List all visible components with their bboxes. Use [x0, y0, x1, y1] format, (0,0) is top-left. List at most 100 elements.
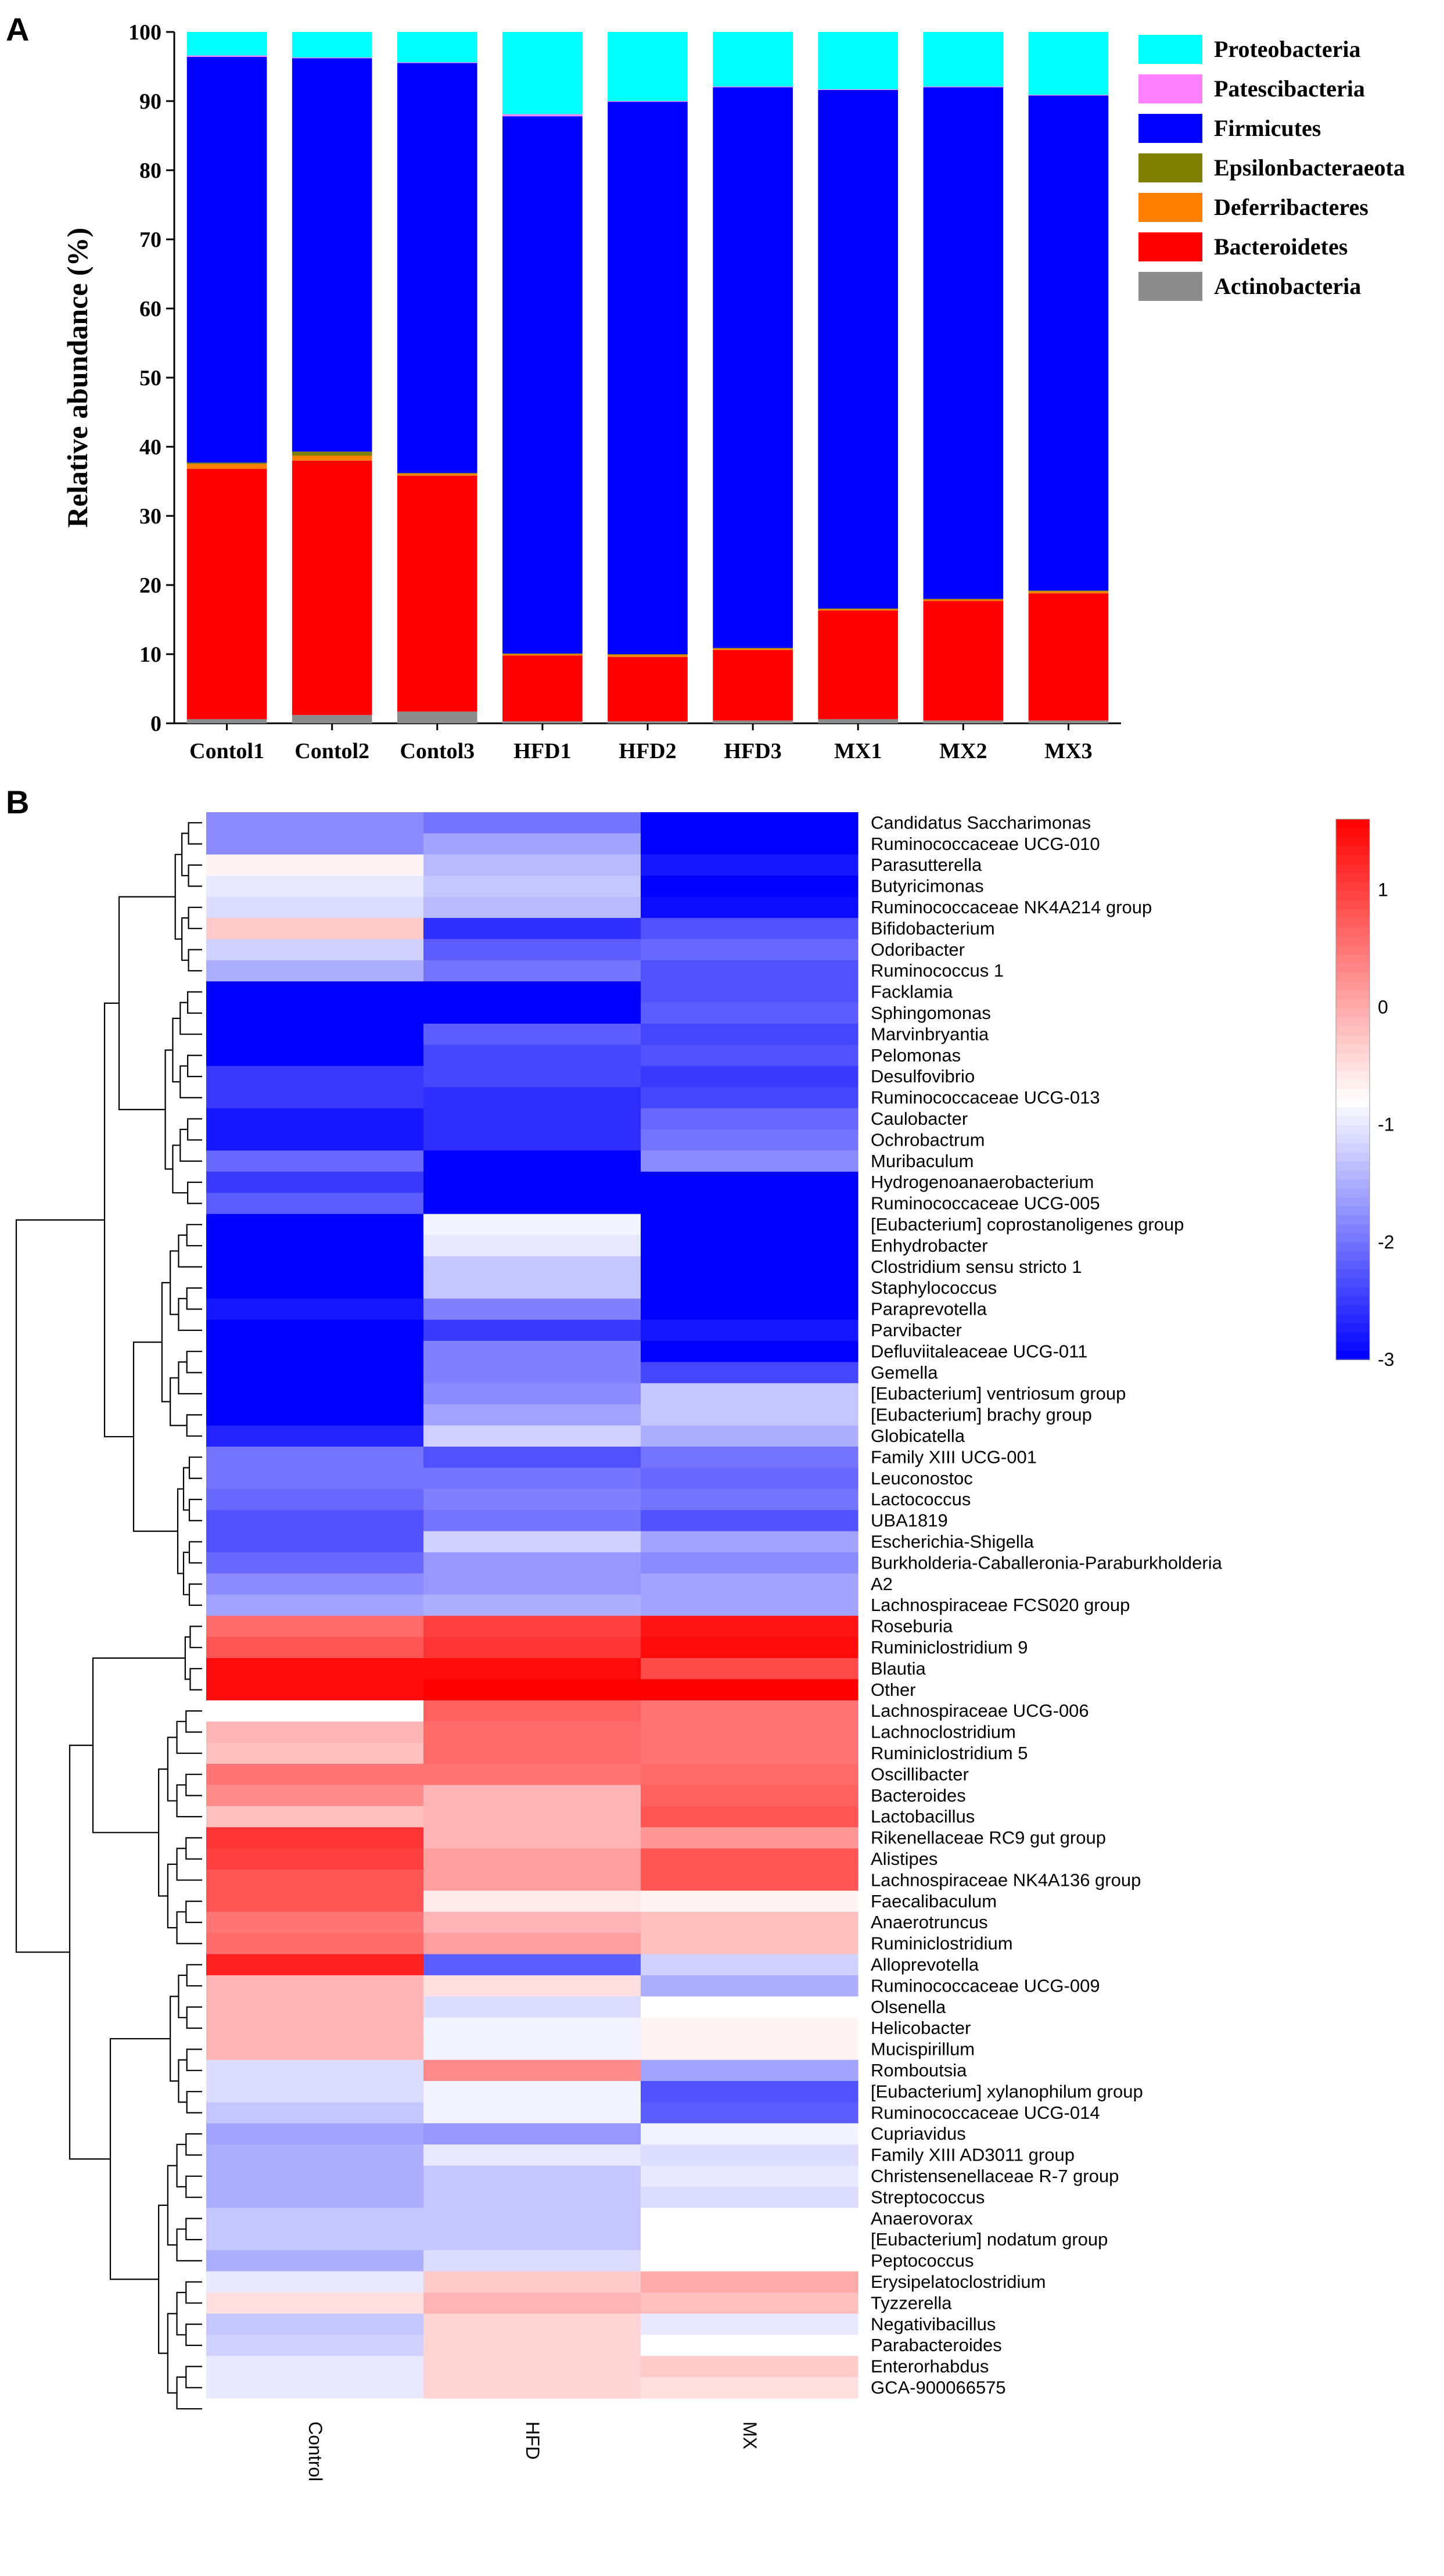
y-tick-label: 30 [139, 504, 161, 529]
heatmap-cell [641, 1552, 859, 1574]
row-label: [Eubacterium] brachy group [871, 1405, 1092, 1425]
heatmap-cell [641, 1573, 859, 1595]
colorbar-segment [1336, 954, 1370, 964]
heatmap-cell [641, 1679, 859, 1701]
heatmap-cell [641, 1277, 859, 1299]
colorbar-segment [1336, 1206, 1370, 1216]
row-label: Ruminococcaceae UCG-014 [871, 2103, 1100, 2123]
bar-segment-proteobacteria [186, 32, 267, 56]
colorbar-segment [1336, 1215, 1370, 1225]
heatmap-cell [641, 876, 859, 898]
heatmap-cell [423, 1488, 641, 1511]
heatmap-cell [423, 1658, 641, 1680]
bar-segment-firmicutes [818, 89, 899, 609]
heatmap-cell [206, 2187, 424, 2208]
colorbar-segment [1336, 1089, 1370, 1099]
dendrogram-branch [186, 1224, 202, 1247]
row-label: Sphingomonas [871, 1003, 991, 1023]
heatmap-cell [206, 1785, 424, 1807]
heatmap-cell [641, 1785, 859, 1807]
bar-segment-proteobacteria [713, 32, 793, 87]
heatmap-cell [641, 2377, 859, 2399]
dendrogram-branch [186, 1414, 202, 1437]
dendrogram-branch [185, 2281, 202, 2304]
dendrogram-branch [176, 2228, 202, 2262]
heatmap-cell [641, 1383, 859, 1405]
heatmap-cell [641, 1848, 859, 1870]
heatmap-cell [423, 1171, 641, 1193]
bar-segment-deferribacteres [713, 648, 793, 650]
heatmap-cell [206, 1510, 424, 1532]
dendrogram-branch [69, 1745, 110, 2160]
dendrogram-branch [164, 1049, 173, 1170]
heatmap-cell [206, 812, 424, 834]
bar-segment-actinobacteria [292, 715, 372, 723]
colorbar-segment [1336, 1233, 1370, 1243]
heatmap-cell [641, 1341, 859, 1362]
dendrogram-branch [167, 1737, 177, 1802]
row-label: Roseburia [871, 1616, 953, 1637]
row-label: Enhydrobacter [871, 1235, 988, 1255]
legend-label: Bacteroidetes [1214, 234, 1348, 260]
legend-label: Actinobacteria [1214, 273, 1361, 299]
row-label: [Eubacterium] nodatum group [871, 2229, 1108, 2249]
dendrogram-branch [170, 1996, 179, 2082]
heatmap-cell [423, 2313, 641, 2335]
dendrogram-branch [188, 1456, 202, 1479]
colorbar-segment [1336, 1197, 1370, 1207]
heatmap-cell [641, 1214, 859, 1236]
row-label: Faecalibaculum [871, 1891, 997, 1911]
colorbar-segment [1336, 945, 1370, 955]
colorbar-segment [1336, 990, 1370, 1000]
heatmap-cell [206, 2102, 424, 2124]
dendrogram-branch [132, 1341, 178, 1532]
heatmap-cell [423, 2081, 641, 2103]
heatmap-cell [423, 1637, 641, 1659]
bar-segment-epsilonbacteraeota [818, 608, 899, 609]
heatmap-cell [641, 1700, 859, 1722]
colorbar-segment [1336, 1152, 1370, 1162]
colorbar-segment [1336, 909, 1370, 919]
bar-segment-actinobacteria [1028, 720, 1109, 723]
heatmap-cell [641, 1002, 859, 1024]
column-label: HFD [522, 2421, 543, 2460]
colorbar-tick-label: -3 [1378, 1349, 1394, 1370]
colorbar-segment [1336, 1287, 1370, 1297]
bar-segment-epsilonbacteraeota [292, 451, 372, 456]
colorbar-segment [1336, 1044, 1370, 1054]
row-label: Paraprevotella [871, 1299, 987, 1319]
bar-segment-deferribacteres [186, 464, 267, 469]
stacked-bar-chart: A 0 10 20 30 40 50 60 70 80 90 100 Relative abundan… [6, 11, 1405, 763]
heatmap-cell [423, 1065, 641, 1088]
dendrogram-branch [172, 1017, 181, 1083]
colorbar-segment [1336, 873, 1370, 883]
bar-segment-epsilonbacteraeota [186, 462, 267, 464]
heatmap-cell [206, 2165, 424, 2187]
heatmap-cell [641, 1065, 859, 1088]
heatmap-cell [423, 2102, 641, 2124]
row-label: Anaerovorax [871, 2208, 973, 2229]
heatmap-cell [423, 2208, 641, 2230]
colorbar-segment [1336, 1350, 1370, 1360]
colorbar-segment [1336, 1323, 1370, 1333]
legend-label: Epsilonbacteraeota [1214, 155, 1405, 181]
heatmap-cell [206, 1362, 424, 1384]
colorbar-segment [1336, 1098, 1370, 1108]
dendrogram-branch [189, 1626, 202, 1648]
heatmap-cell [206, 2123, 424, 2145]
colorbar-segment [1336, 1242, 1370, 1252]
legend-swatch [1138, 153, 1202, 182]
heatmap-cell [641, 2144, 859, 2166]
heatmap-cell [423, 2165, 641, 2187]
heatmap-cell [641, 1933, 859, 1955]
heatmap-cell [206, 1065, 424, 1088]
dendrogram-branch [178, 1361, 202, 1395]
bar-segment-bacteroidetes [608, 656, 688, 722]
row-label: Escherichia-Shigella [871, 1531, 1034, 1552]
heatmap-cell [641, 1742, 859, 1764]
heatmap-cell [206, 2208, 424, 2230]
heatmap-cell [206, 1827, 424, 1849]
heatmap-cell [641, 1319, 859, 1341]
heatmap-cell [423, 918, 641, 939]
dendrogram-branch [167, 2165, 177, 2246]
